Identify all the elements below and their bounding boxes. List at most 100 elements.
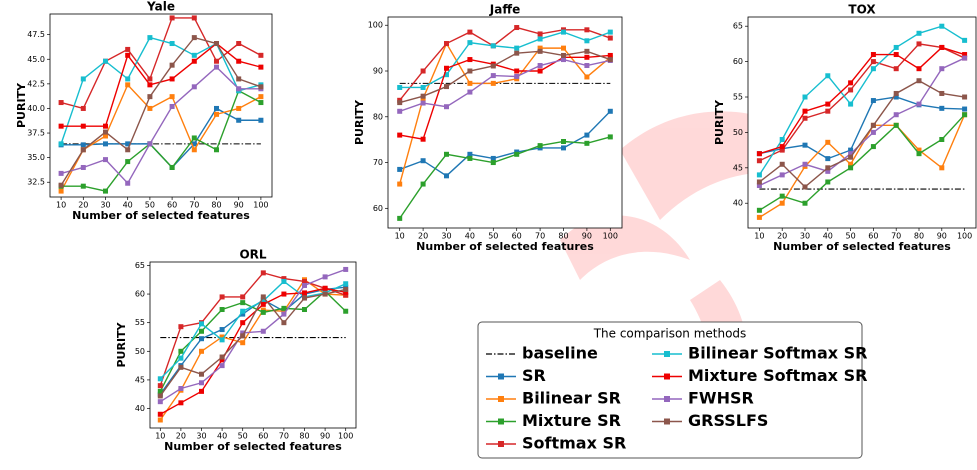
marker xyxy=(607,134,613,140)
marker xyxy=(157,388,163,394)
marker xyxy=(260,298,266,304)
marker xyxy=(537,63,543,69)
marker xyxy=(191,84,197,90)
marker xyxy=(420,181,426,187)
marker xyxy=(537,31,543,37)
series: FWHSR xyxy=(58,64,264,186)
marker xyxy=(779,193,785,199)
marker xyxy=(258,52,264,58)
x-tick-label: 30 xyxy=(196,432,206,441)
marker xyxy=(870,122,876,128)
y-tick-label: 40.0 xyxy=(27,104,45,113)
x-tick-label: 60 xyxy=(167,201,177,210)
series: Bilinear Softmax SR xyxy=(397,29,613,90)
x-tick-label: 10 xyxy=(754,232,764,241)
x-tick-label: 10 xyxy=(395,232,405,241)
series-line xyxy=(159,288,346,397)
marker xyxy=(537,45,543,51)
marker xyxy=(80,123,86,129)
marker xyxy=(870,52,876,58)
marker xyxy=(322,291,328,297)
y-tick-label: 55 xyxy=(733,93,743,102)
marker xyxy=(490,43,496,49)
marker xyxy=(125,52,131,58)
x-axis-label: Number of selected features xyxy=(416,240,594,253)
marker xyxy=(169,62,175,68)
y-tick-label: 37.5 xyxy=(27,129,45,138)
marker xyxy=(236,76,242,82)
marker xyxy=(514,74,520,80)
marker xyxy=(103,157,108,163)
legend-marker xyxy=(498,396,504,402)
marker xyxy=(281,320,287,326)
marker xyxy=(199,321,204,327)
marker xyxy=(584,54,590,60)
marker xyxy=(537,68,543,74)
marker xyxy=(191,52,197,58)
marker xyxy=(240,311,246,317)
marker xyxy=(939,44,945,50)
marker xyxy=(825,168,831,174)
marker xyxy=(178,355,184,361)
marker xyxy=(893,66,899,72)
marker xyxy=(260,309,266,315)
legend-marker xyxy=(664,418,670,425)
marker xyxy=(420,68,426,74)
marker xyxy=(420,93,426,99)
marker xyxy=(322,285,328,291)
marker xyxy=(916,78,922,84)
marker xyxy=(756,172,762,178)
marker xyxy=(397,84,403,90)
x-tick-label: 100 xyxy=(338,432,353,441)
chart-title: Jaffe xyxy=(489,3,520,17)
marker xyxy=(467,80,473,86)
marker xyxy=(125,46,131,52)
marker xyxy=(802,94,808,100)
marker xyxy=(169,76,175,82)
series-line xyxy=(759,46,965,155)
x-tick-label: 70 xyxy=(535,232,545,241)
marker xyxy=(893,94,899,100)
x-tick-label: 100 xyxy=(253,201,268,210)
marker xyxy=(260,328,266,334)
marker xyxy=(893,44,899,50)
marker xyxy=(343,266,349,272)
x-tick-label: 20 xyxy=(78,201,88,210)
marker xyxy=(444,41,449,47)
series-line xyxy=(758,79,965,188)
marker xyxy=(537,36,543,42)
x-tick-label: 10 xyxy=(56,201,66,210)
marker xyxy=(561,145,566,151)
marker xyxy=(281,308,287,314)
marker xyxy=(870,66,876,72)
marker xyxy=(561,29,566,35)
x-tick-label: 60 xyxy=(258,432,268,441)
marker xyxy=(281,276,287,282)
y-tick-label: 100 xyxy=(368,21,383,30)
marker xyxy=(607,57,613,63)
series-line xyxy=(759,96,965,160)
marker xyxy=(125,76,131,82)
x-tick-label: 30 xyxy=(800,232,810,241)
legend-marker xyxy=(498,441,504,447)
y-axis-label: PURITY xyxy=(713,99,726,145)
marker xyxy=(584,27,590,33)
watermark-shape xyxy=(560,215,690,280)
y-tick-label: 35.0 xyxy=(27,153,45,162)
marker xyxy=(514,50,520,56)
marker xyxy=(169,94,175,100)
legend: The comparison methods baseline SR Bilinea… xyxy=(477,321,867,459)
x-tick-label: 10 xyxy=(155,432,165,441)
legend-label: SR xyxy=(522,366,546,385)
marker xyxy=(258,100,264,106)
marker xyxy=(584,63,590,69)
marker xyxy=(199,328,204,334)
marker xyxy=(236,105,242,111)
subplot: Jaffe Number of selected features PURITY 10… xyxy=(353,3,623,253)
marker xyxy=(199,388,204,394)
marker xyxy=(537,48,543,54)
subplot: TOX Number of selected features PURITY 10 20… xyxy=(713,3,977,253)
marker xyxy=(607,52,613,58)
marker xyxy=(103,129,108,135)
marker xyxy=(490,63,496,69)
